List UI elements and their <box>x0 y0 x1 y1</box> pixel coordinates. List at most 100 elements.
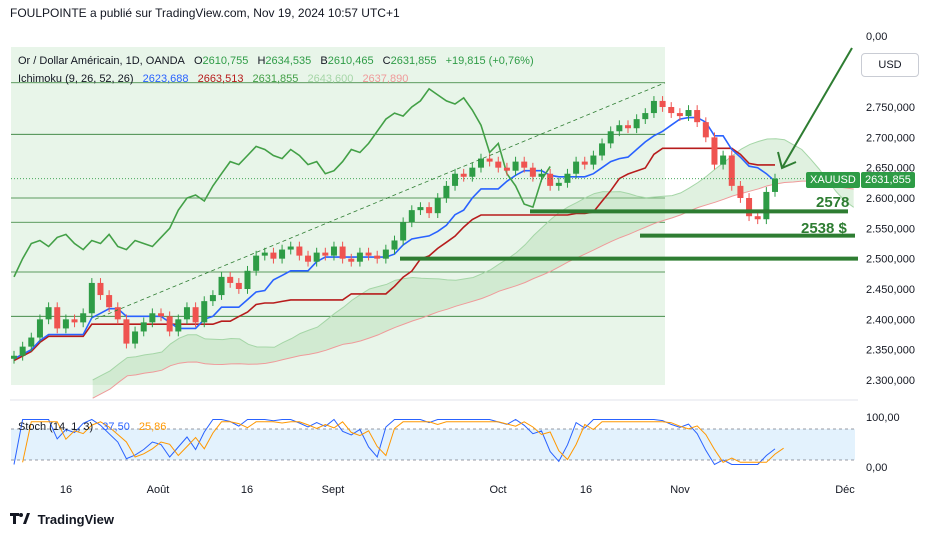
time-axis-label: 16 <box>241 484 253 496</box>
candle-body <box>434 198 441 214</box>
candle-body <box>45 307 52 320</box>
candle-body <box>270 252 277 259</box>
candle-body <box>633 119 640 129</box>
candle-body <box>218 276 225 296</box>
candle-body <box>149 313 156 323</box>
candle-body <box>261 252 268 256</box>
candle-body <box>720 155 727 165</box>
candle-body <box>330 246 337 256</box>
time-axis-label: 16 <box>580 484 592 496</box>
candle-body <box>374 255 381 259</box>
candle-body <box>573 161 580 174</box>
stoch-d-value: 25,86 <box>138 421 167 433</box>
candle-body <box>555 182 562 186</box>
tradingview-brand: TradingView <box>37 512 114 527</box>
candle-body <box>521 161 528 168</box>
time-axis-label: Nov <box>670 484 690 496</box>
candle-body <box>313 252 320 262</box>
candle-body <box>495 161 502 168</box>
trend-line <box>94 82 666 320</box>
candle-body <box>19 346 26 356</box>
candle-body <box>97 282 104 296</box>
candle-body <box>702 122 709 138</box>
candle-body <box>711 137 718 165</box>
shaded-zone <box>11 47 665 385</box>
stoch-axis-label: 0,00 <box>866 462 887 474</box>
tradingview-footer: TradingView <box>10 512 114 527</box>
candle-body <box>339 246 346 259</box>
price-axis-label: 2.750,000 <box>866 102 915 114</box>
symbol-price-tag: XAUUSD <box>806 172 860 188</box>
candle-body <box>408 210 415 223</box>
stoch-legend: Stoch (14, 1, 3) 37,50 25,86 <box>18 421 172 433</box>
price-axis-label: 2.450,000 <box>866 284 915 296</box>
tradingview-logo-icon <box>10 512 30 527</box>
candle-body <box>106 295 113 308</box>
candle-body <box>391 240 398 250</box>
stoch-axis-label: 100,00 <box>866 412 900 424</box>
candle-body <box>772 178 778 192</box>
close-value: 2631,855 <box>390 55 437 67</box>
currency-button[interactable]: USD <box>861 53 919 77</box>
price-axis-label: 2.700,000 <box>866 132 915 144</box>
candle-body <box>737 185 744 198</box>
candle-body <box>201 301 208 323</box>
symbol-legend: Or / Dollar Américain, 1D, OANDA O2610,7… <box>18 55 534 67</box>
time-axis-label: Août <box>147 484 170 496</box>
level-2538-label: 2538 $ <box>801 220 847 237</box>
price-axis-label: 2.500,000 <box>866 254 915 266</box>
ichimoku-legend: Ichimoku (9, 26, 52, 26) 2623,688 2663,5… <box>18 73 414 85</box>
candle-body <box>348 258 355 262</box>
time-axis-label: Déc <box>835 484 855 496</box>
candle-body <box>235 282 242 289</box>
candle-body <box>624 125 631 129</box>
candle-body <box>728 155 735 186</box>
candle-body <box>88 282 95 314</box>
candle-body <box>694 110 701 123</box>
price-axis-label: 2.650,000 <box>866 163 915 175</box>
candle-body <box>763 191 770 220</box>
candle-body <box>80 313 87 323</box>
candle-body <box>599 143 606 156</box>
projection-arrow <box>781 47 853 169</box>
candle-body <box>54 307 61 329</box>
candle-body <box>123 319 130 344</box>
candle-body <box>650 100 657 114</box>
candle-body <box>192 307 199 323</box>
candle-body <box>547 173 554 186</box>
candle-body <box>400 222 407 241</box>
price-axis-top-label: 0,00 <box>866 31 887 43</box>
senkou-span-a <box>92 138 854 381</box>
ichimoku-label: Ichimoku (9, 26, 52, 26) <box>18 73 134 85</box>
candle-body <box>71 319 78 323</box>
chikou-line <box>13 87 551 278</box>
candle-body <box>287 246 294 250</box>
candle-body <box>486 158 493 162</box>
candle-body <box>183 307 190 320</box>
candle-body <box>417 207 424 211</box>
price-axis-label: 2.600,000 <box>866 193 915 205</box>
candle-body <box>581 161 588 165</box>
candle-body <box>503 167 510 171</box>
candle-body <box>452 173 459 186</box>
candle-body <box>166 316 173 332</box>
candle-body <box>590 155 597 165</box>
senkou-span-b <box>92 180 854 399</box>
ichimoku-cloud <box>92 138 854 399</box>
candle-body <box>659 100 666 107</box>
candle-body <box>62 319 69 329</box>
candle-body <box>746 198 753 217</box>
low-value: 2610,465 <box>327 55 374 67</box>
time-axis-label: Oct <box>489 484 506 496</box>
candle-body <box>443 185 450 198</box>
candle-body <box>11 355 17 359</box>
candle-body <box>616 125 623 132</box>
candle-body <box>469 167 476 177</box>
candle-body <box>227 276 234 283</box>
ichimoku-span-b: 2637,890 <box>362 73 409 85</box>
candle-body <box>322 252 329 256</box>
candle-body <box>676 113 683 117</box>
candle-body <box>382 249 389 259</box>
candle-body <box>607 131 614 144</box>
